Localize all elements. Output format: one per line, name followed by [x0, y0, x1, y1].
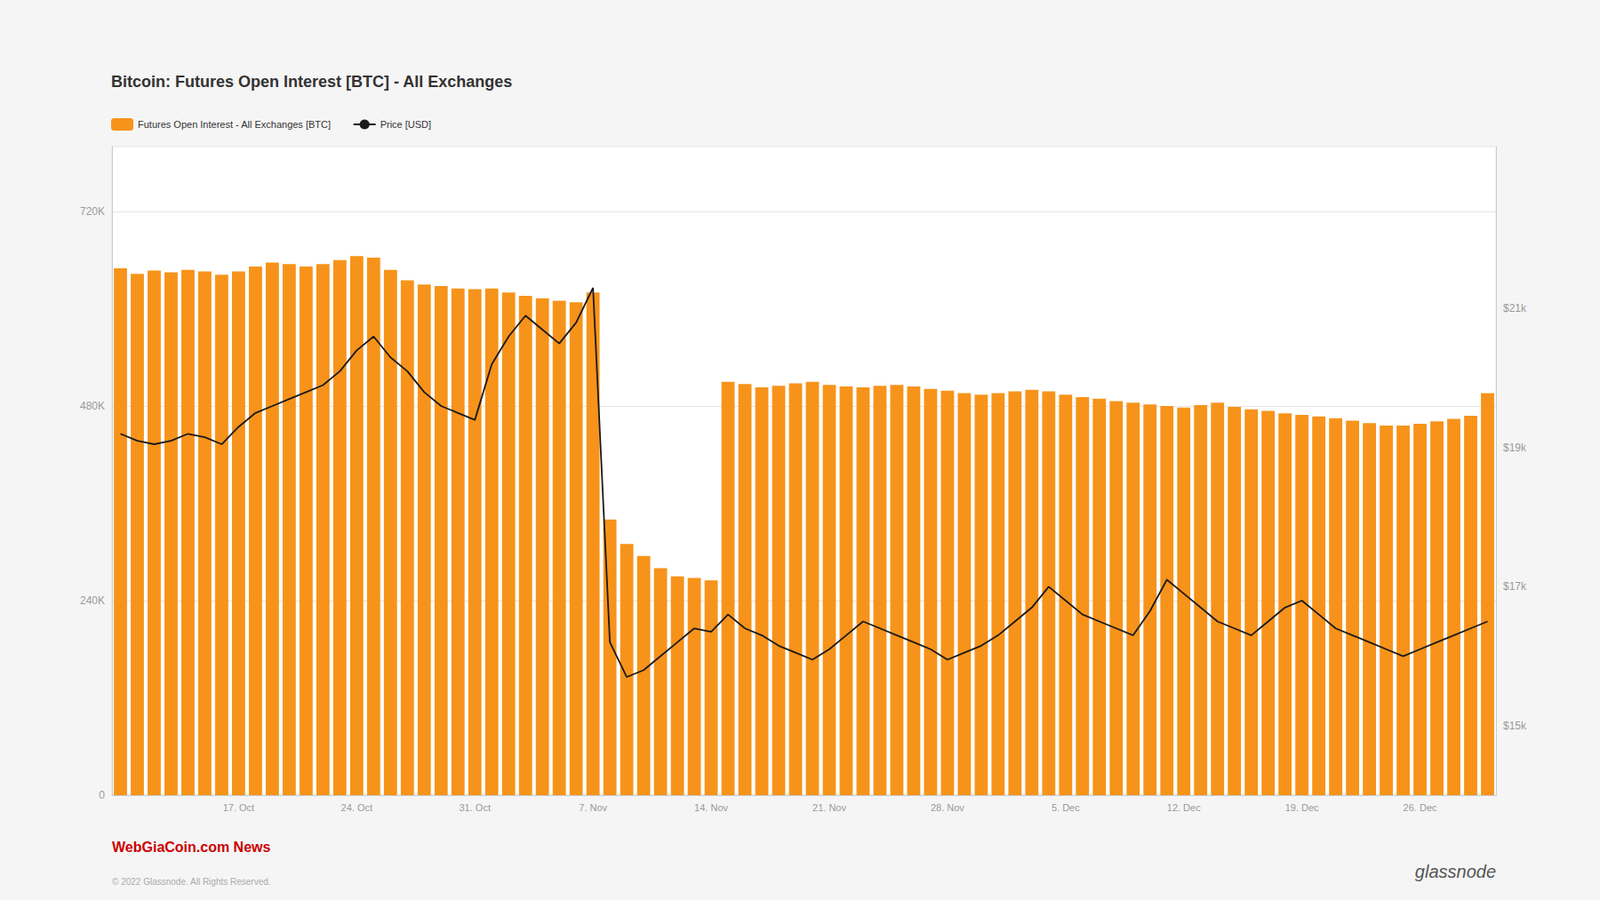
svg-text:7. Nov: 7. Nov [578, 802, 608, 814]
svg-text:$19k: $19k [1503, 441, 1528, 455]
svg-text:$17k: $17k [1503, 580, 1528, 593]
svg-text:5. Dec: 5. Dec [1051, 802, 1080, 814]
svg-text:26. Dec: 26. Dec [1403, 802, 1438, 814]
svg-text:WebGiaCoin.com News: WebGiaCoin.com News [112, 840, 272, 856]
svg-text:28. Nov: 28. Nov [930, 802, 965, 814]
svg-text:Bitcoin: Futures Open Interest: Bitcoin: Futures Open Interest [BTC] - A… [111, 72, 512, 91]
svg-text:12. Dec: 12. Dec [1167, 802, 1201, 814]
svg-text:31. Oct: 31. Oct [459, 802, 491, 814]
svg-text:glassnode: glassnode [1415, 862, 1496, 882]
svg-text:480K: 480K [80, 400, 105, 413]
svg-text:$15k: $15k [1503, 720, 1528, 733]
svg-text:720K: 720K [80, 205, 105, 218]
svg-text:240K: 240K [80, 594, 105, 608]
svg-text:19. Dec: 19. Dec [1285, 802, 1320, 814]
svg-text:Futures Open Interest - All Ex: Futures Open Interest - All Exchanges [B… [137, 119, 331, 130]
svg-text:14. Nov: 14. Nov [694, 802, 728, 814]
svg-text:21. Nov: 21. Nov [812, 802, 847, 814]
svg-text:17. Oct: 17. Oct [223, 802, 255, 814]
svg-text:© 2022 Glassnode. All Rights R: © 2022 Glassnode. All Rights Reserved. [112, 877, 272, 888]
svg-text:24. Oct: 24. Oct [341, 802, 373, 814]
svg-text:Price [USD]: Price [USD] [380, 119, 432, 130]
svg-text:0: 0 [98, 789, 105, 802]
svg-text:$21k: $21k [1503, 302, 1528, 315]
